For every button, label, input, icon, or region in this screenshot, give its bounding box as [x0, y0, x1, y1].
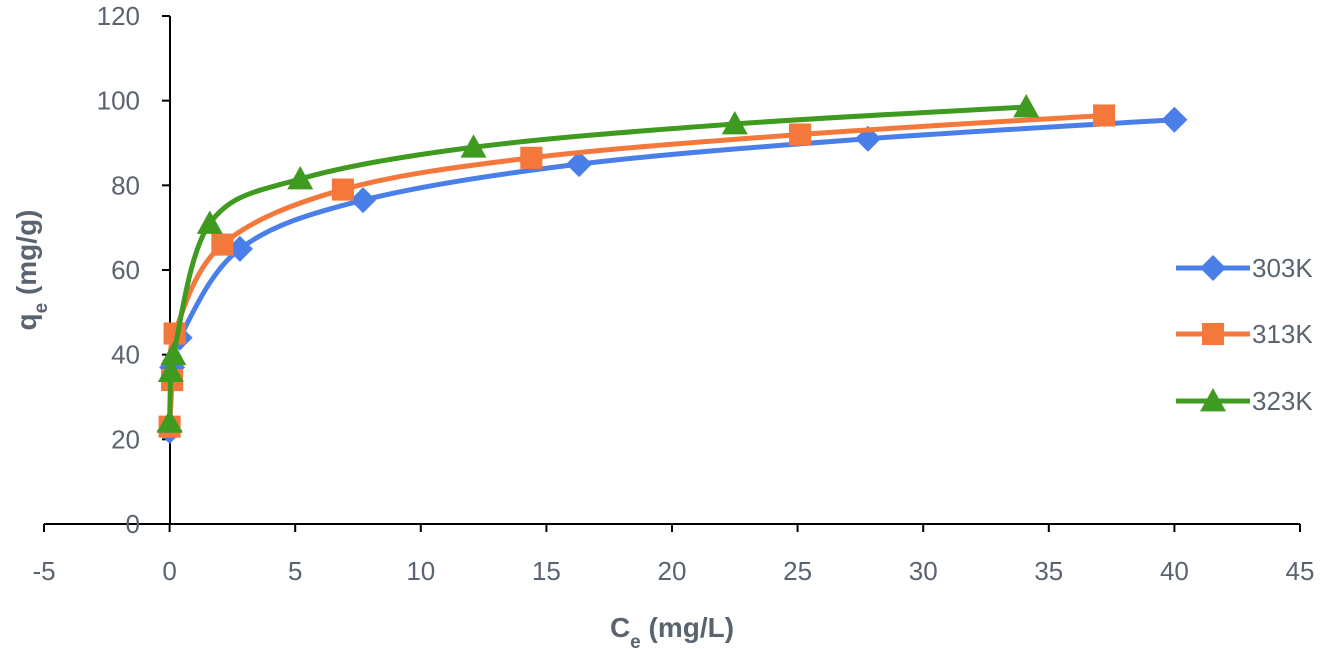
x-tick-label: 15: [532, 556, 561, 586]
data-point-marker: [1013, 94, 1040, 118]
legend-item: 303K: [1176, 253, 1313, 283]
data-point-marker: [1161, 106, 1188, 133]
series-313K: [158, 104, 1116, 438]
y-tick-label: 120: [97, 1, 140, 31]
x-axis-title-main: C: [610, 612, 630, 643]
data-point-marker: [157, 358, 184, 382]
y-tick-label: 60: [111, 255, 140, 285]
legend-marker: [1200, 388, 1226, 412]
y-axis-title: qe (mg/g): [11, 210, 52, 331]
series-layer: [156, 94, 1188, 444]
data-point-marker: [350, 187, 377, 214]
y-axis-title-rest: (mg/g): [11, 210, 42, 303]
x-tick-label: 10: [406, 556, 435, 586]
legend-item: 323K: [1176, 386, 1313, 416]
x-axis-title-sub: e: [630, 632, 641, 649]
data-point-marker: [789, 123, 812, 146]
y-ticks: 0 20 40 60 80 100 120: [97, 1, 170, 539]
x-tick-label: 20: [658, 556, 687, 586]
data-point-marker: [160, 341, 187, 366]
x-axis-title-rest: (mg/L): [641, 612, 734, 643]
data-point-marker: [331, 178, 354, 201]
series-line: [167, 112, 1107, 430]
x-ticks: -5 0 5 10 15 20 25 30 35 40 45: [32, 524, 1314, 586]
legend-label: 323K: [1252, 386, 1313, 416]
axes: [44, 16, 1300, 525]
data-point-marker: [520, 146, 543, 169]
legend: 303K 313K 323K: [1176, 253, 1313, 416]
y-axis-title-main: q: [11, 313, 42, 330]
x-tick-label: 40: [1160, 556, 1189, 586]
data-point-marker: [156, 409, 183, 433]
legend-marker: [1201, 322, 1225, 346]
legend-label: 313K: [1252, 319, 1313, 349]
data-point-marker: [1093, 104, 1116, 127]
legend-label: 303K: [1252, 253, 1313, 283]
data-point-marker: [196, 210, 223, 234]
x-tick-label: -5: [32, 556, 55, 586]
x-tick-label: 25: [783, 556, 812, 586]
data-point-marker: [854, 125, 881, 152]
data-point-marker: [211, 233, 234, 256]
series-303K: [156, 106, 1188, 444]
data-point-marker: [226, 235, 253, 262]
legend-item: 313K: [1176, 319, 1313, 349]
x-tick-label: 5: [288, 556, 302, 586]
y-tick-label: 0: [126, 509, 140, 539]
legend-marker: [1200, 255, 1226, 281]
y-tick-label: 40: [111, 340, 140, 370]
data-point-marker: [287, 165, 314, 190]
y-axis-title-sub: e: [31, 303, 52, 314]
x-tick-label: 0: [162, 556, 176, 586]
data-point-marker: [566, 151, 593, 178]
series-line: [167, 117, 1177, 434]
x-tick-label: 35: [1034, 556, 1063, 586]
x-axis-title: Ce (mg/L): [610, 612, 734, 649]
x-tick-label: 30: [909, 556, 938, 586]
x-tick-label: 45: [1286, 556, 1315, 586]
data-point-marker: [460, 134, 487, 158]
data-point-marker: [721, 110, 748, 135]
y-tick-label: 80: [111, 170, 140, 200]
series-323K: [156, 94, 1040, 433]
y-tick-label: 20: [111, 424, 140, 454]
y-tick-label: 100: [97, 86, 140, 116]
series-line: [167, 104, 1029, 425]
